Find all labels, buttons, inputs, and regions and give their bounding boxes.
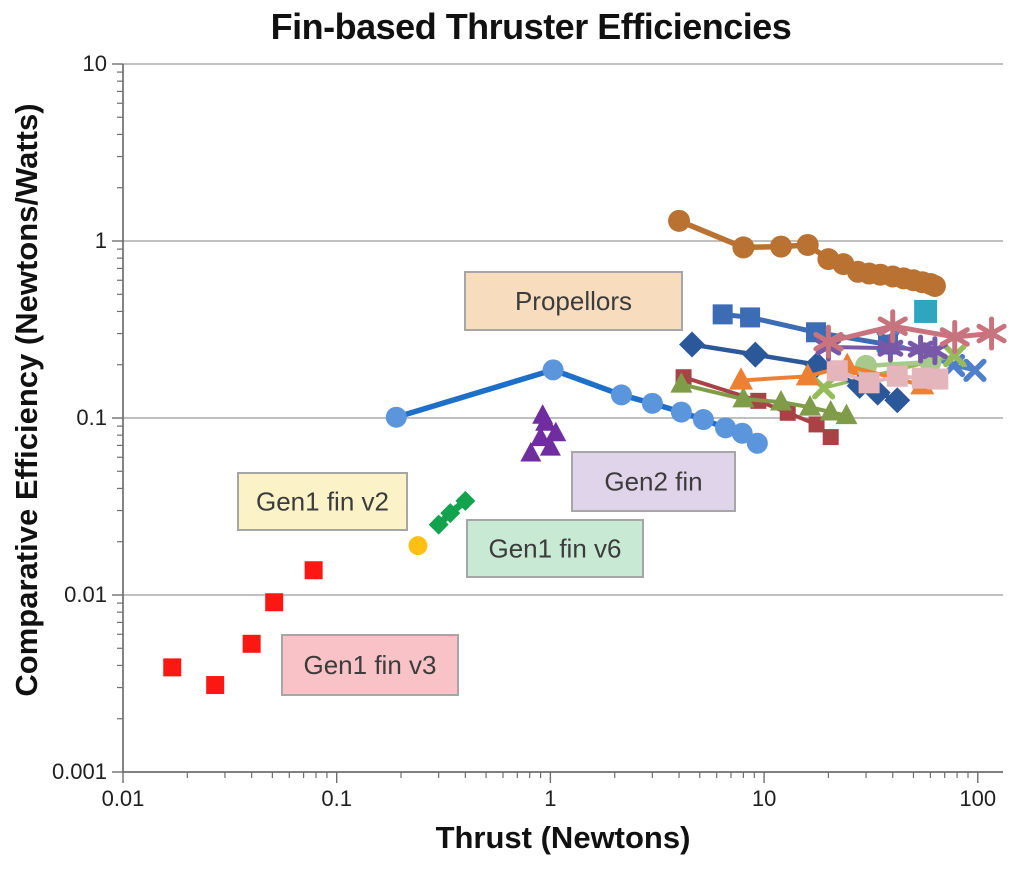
x-tick-label: 10 [752, 786, 776, 811]
series-olive-triangles [670, 372, 858, 425]
circle-marker [770, 235, 793, 258]
annotation-label: Gen1 fin v3 [304, 650, 437, 680]
series-brown-circles [668, 209, 946, 297]
asterisk-marker [922, 342, 948, 360]
y-tick-label: 1 [95, 228, 107, 253]
circle-marker [610, 384, 632, 406]
triangle-marker [545, 421, 567, 442]
x-axis-label: Thrust (Newtons) [435, 820, 691, 855]
square-marker [712, 304, 733, 325]
annotation-box [464, 271, 683, 331]
triangle-marker [532, 404, 554, 424]
annotation-label: Gen2 fin [604, 467, 702, 497]
square-marker [927, 368, 949, 390]
circle-marker [670, 401, 692, 423]
series-teal-square [914, 299, 938, 323]
square-marker [886, 365, 908, 387]
series-purple-triangles [520, 404, 567, 462]
square-marker [822, 429, 839, 446]
circle-marker [732, 236, 755, 259]
circle-marker [385, 406, 407, 428]
triangle-marker [795, 363, 820, 386]
square-marker [163, 658, 182, 677]
triangle-marker [670, 372, 693, 393]
diamond-marker [742, 341, 769, 368]
square-marker [858, 372, 880, 394]
annotation-box [571, 451, 736, 512]
series-red-squares [163, 561, 323, 695]
circle-marker [715, 417, 737, 439]
square-marker [740, 307, 761, 328]
annotation-propellors: Propellors [464, 271, 683, 331]
diamond-marker [455, 490, 476, 511]
asterisk-marker [813, 331, 844, 352]
annotation-gen1-fin-v2: Gen1 fin v2 [237, 472, 408, 531]
circle-marker [668, 209, 691, 232]
triangle-marker [530, 426, 552, 447]
triangle-marker [520, 441, 542, 462]
series-light-blue-circles [385, 359, 768, 454]
square-marker [914, 299, 938, 323]
annotation-gen2-fin: Gen2 fin [571, 451, 736, 512]
diamond-marker [884, 387, 911, 414]
x-marker [963, 358, 987, 382]
y-tick-label: 0.001 [52, 759, 107, 784]
x-tick-label: 1 [544, 786, 556, 811]
diamond-marker [679, 331, 706, 358]
x-tick-label: 0.1 [321, 786, 352, 811]
annotation-box [237, 472, 408, 531]
square-marker [826, 360, 848, 382]
annotation-gen1-fin-v6: Gen1 fin v6 [466, 519, 644, 578]
diamond-marker [440, 503, 461, 524]
annotation-label: Gen1 fin v2 [256, 487, 389, 517]
triangle-marker [798, 395, 821, 416]
circle-marker [542, 359, 564, 381]
circle-marker [923, 274, 946, 297]
x-tick-label: 0.01 [102, 786, 145, 811]
series-line [825, 323, 995, 345]
series-green-diamonds [428, 490, 476, 535]
series-pink-squares [826, 360, 949, 394]
square-marker [242, 634, 261, 653]
circle-marker [641, 392, 663, 414]
circle-marker [746, 432, 768, 454]
triangle-marker [539, 436, 561, 456]
x-tick-label: 100 [959, 786, 996, 811]
series-line [826, 344, 937, 353]
circle-marker [692, 409, 714, 431]
square-marker [304, 561, 323, 580]
triangle-marker [770, 389, 793, 411]
triangle-marker [732, 386, 755, 408]
asterisk-marker [877, 316, 908, 336]
triangle-marker [835, 403, 858, 425]
asterisk-marker [976, 323, 1007, 344]
y-tick-label: 0.1 [76, 405, 107, 430]
series-line [393, 367, 761, 447]
series-rose-asterisks [813, 309, 1007, 359]
square-marker [265, 593, 284, 612]
circle-marker [731, 422, 753, 444]
circle-marker [796, 233, 819, 256]
x-marker [943, 344, 967, 368]
annotation-box [281, 634, 459, 696]
annotation-label: Propellors [515, 286, 632, 316]
circle-marker [408, 536, 428, 556]
y-tick-label: 0.01 [64, 582, 107, 607]
asterisk-marker [939, 327, 970, 347]
square-marker [206, 676, 225, 695]
y-axis-label: Comparative Efficiency (Newtons/Watts) [9, 103, 44, 697]
asterisk-marker [877, 339, 904, 357]
series-yellow-circle [408, 536, 428, 556]
triangle-marker [819, 399, 842, 421]
chart-title: Fin-based Thruster Efficiencies [270, 6, 792, 47]
y-tick-label: 10 [83, 51, 107, 76]
triangle-marker [729, 367, 754, 390]
annotation-label: Gen1 fin v6 [489, 534, 622, 564]
diamond-marker [428, 514, 449, 535]
annotation-gen1-fin-v3: Gen1 fin v3 [281, 634, 459, 696]
annotation-box [466, 519, 644, 578]
